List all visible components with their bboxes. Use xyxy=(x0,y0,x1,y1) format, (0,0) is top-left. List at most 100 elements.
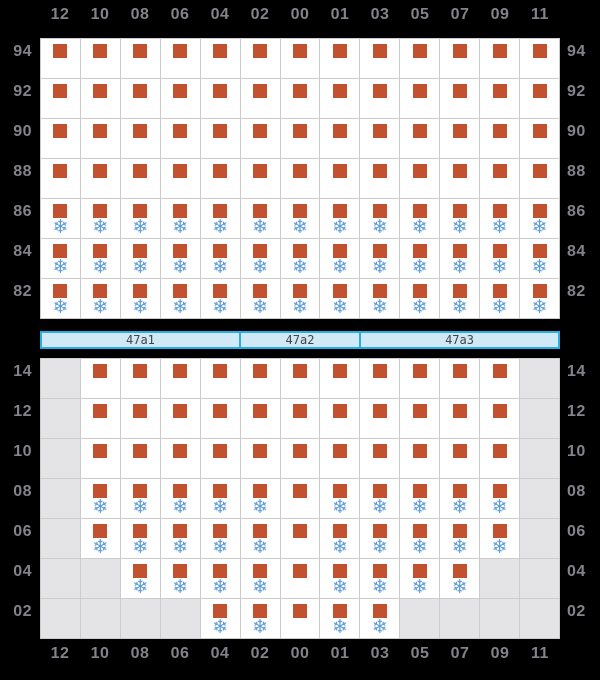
square-icon xyxy=(93,244,108,258)
grid-cell: ❄ xyxy=(480,279,520,318)
column-label-06: 06 xyxy=(170,6,190,23)
grid-cell xyxy=(200,79,240,118)
grid-cell: ❄ xyxy=(400,479,440,518)
square-icon xyxy=(53,84,68,98)
square-icon xyxy=(452,524,467,538)
grid-cell xyxy=(480,159,520,198)
leg-segment-47a1[interactable]: 47a1 xyxy=(42,333,239,347)
snowflake-icon: ❄ xyxy=(371,616,388,638)
square-icon xyxy=(133,444,148,458)
grid-cell xyxy=(480,399,520,438)
grid-cell: ❄ xyxy=(240,199,280,238)
grid-cell xyxy=(41,399,80,438)
snowflake-icon: ❄ xyxy=(172,576,189,598)
grid-cell xyxy=(80,159,120,198)
grid-cell xyxy=(400,399,440,438)
square-icon xyxy=(492,284,507,298)
grid-cell xyxy=(440,599,480,638)
grid-cell xyxy=(480,439,520,478)
snowflake-icon: ❄ xyxy=(451,296,468,318)
grid-cell xyxy=(520,559,559,598)
grid-cell xyxy=(400,159,440,198)
snowflake-icon: ❄ xyxy=(92,216,109,238)
row-label-82: 82 xyxy=(567,283,586,300)
square-icon xyxy=(452,84,467,98)
square-icon xyxy=(133,84,148,98)
row-label-06: 06 xyxy=(567,523,586,540)
grid-cell: ❄ xyxy=(200,199,240,238)
square-icon xyxy=(372,604,387,618)
square-icon xyxy=(532,244,547,258)
grid-cell xyxy=(440,159,480,198)
column-label-09: 09 xyxy=(490,645,510,662)
square-icon xyxy=(532,124,547,138)
grid-cell: ❄ xyxy=(200,239,240,278)
column-label-04: 04 xyxy=(210,6,230,23)
square-icon xyxy=(133,484,148,498)
square-icon xyxy=(93,44,108,58)
grid-cell: ❄ xyxy=(240,279,280,318)
square-icon xyxy=(412,204,427,218)
grid-cell xyxy=(360,119,400,158)
grid-cell xyxy=(280,119,320,158)
square-icon xyxy=(332,44,347,58)
square-icon xyxy=(452,44,467,58)
snowflake-icon: ❄ xyxy=(531,296,548,318)
square-icon xyxy=(93,404,108,418)
square-icon xyxy=(412,564,427,578)
square-icon xyxy=(332,204,347,218)
row-label-10: 10 xyxy=(13,443,32,460)
grid-cell xyxy=(280,39,320,78)
grid-cell xyxy=(120,599,160,638)
grid-cell: ❄ xyxy=(480,479,520,518)
square-icon xyxy=(372,404,387,418)
grid-cell xyxy=(160,159,200,198)
grid-cell: ❄ xyxy=(120,479,160,518)
snowflake-icon: ❄ xyxy=(212,616,229,638)
snowflake-icon: ❄ xyxy=(331,536,348,558)
square-icon xyxy=(412,524,427,538)
square-icon xyxy=(53,244,68,258)
grid-cell xyxy=(240,119,280,158)
square-icon xyxy=(253,204,268,218)
snowflake-icon: ❄ xyxy=(371,536,388,558)
square-icon xyxy=(173,124,188,138)
grid-cell xyxy=(320,359,360,398)
grid-cell: ❄ xyxy=(360,599,400,638)
snowflake-icon: ❄ xyxy=(252,536,269,558)
square-icon xyxy=(213,564,228,578)
square-icon xyxy=(292,124,307,138)
grid-cell xyxy=(440,439,480,478)
snowflake-icon: ❄ xyxy=(252,256,269,278)
square-icon xyxy=(532,204,547,218)
square-icon xyxy=(492,204,507,218)
top-column-labels: 12 10 08 06 04 02 00 01 03 05 07 09 11 xyxy=(40,5,560,25)
row-label-14: 14 xyxy=(13,363,32,380)
snowflake-icon: ❄ xyxy=(172,296,189,318)
column-label-04: 04 xyxy=(210,645,230,662)
square-icon xyxy=(133,564,148,578)
snowflake-icon: ❄ xyxy=(371,296,388,318)
snowflake-icon: ❄ xyxy=(451,576,468,598)
square-icon xyxy=(292,244,307,258)
column-label-00: 00 xyxy=(290,6,310,23)
row-label-04: 04 xyxy=(13,563,32,580)
grid-cell: ❄ xyxy=(120,559,160,598)
leg-segment-47a2[interactable]: 47a2 xyxy=(238,333,359,347)
grid-cell xyxy=(440,39,480,78)
square-icon xyxy=(292,524,307,538)
square-icon xyxy=(452,164,467,178)
square-icon xyxy=(53,204,68,218)
square-icon xyxy=(133,244,148,258)
grid-cell xyxy=(41,559,80,598)
grid-cell: ❄ xyxy=(320,279,360,318)
leg-segment-47a3[interactable]: 47a3 xyxy=(359,333,558,347)
grid-cell: ❄ xyxy=(80,239,120,278)
square-icon xyxy=(372,284,387,298)
snowflake-icon: ❄ xyxy=(132,256,149,278)
grid-cell xyxy=(280,519,320,558)
snowflake-icon: ❄ xyxy=(411,496,428,518)
snowflake-icon: ❄ xyxy=(292,216,308,238)
grid-cell xyxy=(160,439,200,478)
grid-cell: ❄ xyxy=(280,279,320,318)
